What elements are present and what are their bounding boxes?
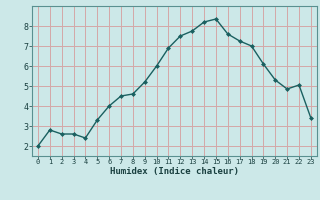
X-axis label: Humidex (Indice chaleur): Humidex (Indice chaleur)	[110, 167, 239, 176]
